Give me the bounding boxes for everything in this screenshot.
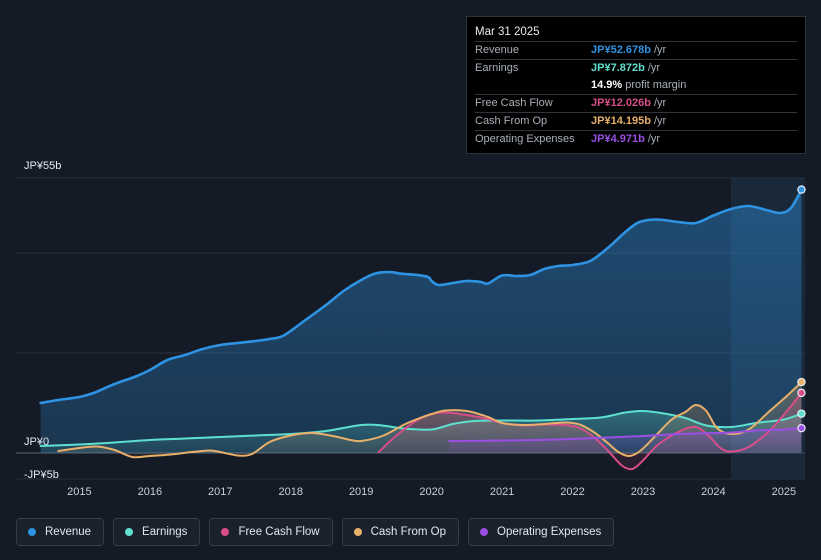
tooltip-unit: /yr xyxy=(653,44,667,56)
operating-expenses-line xyxy=(448,427,803,443)
legend-dot-icon xyxy=(353,528,362,536)
tooltip-label: Operating Expenses xyxy=(475,133,575,145)
tooltip-unit: /yr xyxy=(653,97,667,109)
tooltip-label: Free Cash Flow xyxy=(475,97,553,109)
legend-item-free-cash-flow[interactable]: Free Cash Flow xyxy=(209,518,333,546)
x-tick-label: 2020 xyxy=(419,486,443,498)
tooltip-row-free-cash-flow: Free Cash Flow JP¥12.026b /yr xyxy=(475,94,797,112)
tooltip-date: Mar 31 2025 xyxy=(475,26,540,38)
free-cash-flow-end-point xyxy=(797,388,806,398)
y-axis-label: JP¥55b xyxy=(24,160,61,172)
legend-item-revenue[interactable]: Revenue xyxy=(16,518,105,546)
legend-dot-icon xyxy=(125,528,134,536)
legend-label: Earnings xyxy=(142,526,188,538)
legend-item-cash-from-op[interactable]: Cash From Op xyxy=(341,518,460,546)
tooltip-value: JP¥7.872b xyxy=(591,62,645,74)
legend-dot-icon xyxy=(480,528,489,536)
legend-dot-icon xyxy=(221,528,230,536)
x-tick-label: 2017 xyxy=(208,486,232,498)
x-tick-label: 2021 xyxy=(490,486,514,498)
x-tick-label: 2025 xyxy=(772,486,796,498)
cash-from-op-end-point xyxy=(797,377,806,387)
tooltip-row-revenue: Revenue JP¥52.678b /yr xyxy=(475,41,797,59)
tooltip-label: Revenue xyxy=(475,44,520,56)
tooltip-unit: /yr xyxy=(647,62,661,74)
legend-label: Free Cash Flow xyxy=(238,526,320,538)
y-axis-label: JP¥0 xyxy=(24,436,49,448)
operating-expenses-end-point xyxy=(797,423,806,433)
legend-label: Revenue xyxy=(45,526,92,538)
free-cash-flow-line xyxy=(377,391,803,471)
data-tooltip: Mar 31 2025 Revenue JP¥52.678b /yr Earni… xyxy=(466,16,806,154)
cash-from-op-area xyxy=(58,382,802,458)
legend-dot-icon xyxy=(28,528,36,536)
legend-label: Cash From Op xyxy=(370,526,447,538)
legend-item-earnings[interactable]: Earnings xyxy=(113,518,201,546)
tooltip-unit: profit margin xyxy=(625,79,687,91)
revenue-line xyxy=(39,188,803,405)
tooltip-row-earnings: Earnings JP¥7.872b /yr xyxy=(475,59,797,77)
x-tick-label: 2023 xyxy=(631,486,655,498)
cash-from-op-line xyxy=(57,381,803,459)
y-axis-label: -JP¥5b xyxy=(24,469,59,481)
x-tick-label: 2024 xyxy=(701,486,725,498)
tooltip-row-operating-expenses: Operating Expenses JP¥4.971b /yr xyxy=(475,130,797,148)
x-tick-label: 2022 xyxy=(560,486,584,498)
tooltip-value: JP¥4.971b xyxy=(591,133,645,145)
x-tick-label: 2015 xyxy=(67,486,91,498)
tooltip-row-cash-from-op: Cash From Op JP¥14.195b /yr xyxy=(475,112,797,130)
x-tick-label: 2018 xyxy=(278,486,302,498)
legend-label: Operating Expenses xyxy=(497,526,602,538)
financials-chart: JP¥55b JP¥0 -JP¥5b 2015 2016 2017 2018 2019 2020… xyxy=(16,160,806,498)
tooltip-row-profit-margin: 14.9% profit margin xyxy=(475,77,797,94)
tooltip-unit: /yr xyxy=(647,133,661,145)
chart-legend: Revenue Earnings Free Cash Flow Cash Fro… xyxy=(16,518,615,546)
tooltip-value: JP¥52.678b xyxy=(591,44,651,56)
tooltip-value: 14.9% xyxy=(591,79,623,91)
revenue-area xyxy=(40,189,802,454)
x-tick-label: 2016 xyxy=(138,486,162,498)
x-tick-label: 2019 xyxy=(349,486,373,498)
tooltip-label: Earnings xyxy=(475,62,519,74)
tooltip-label xyxy=(475,77,591,94)
earnings-line xyxy=(39,409,803,447)
tooltip-value: JP¥12.026b xyxy=(591,97,651,109)
operating-expenses-area xyxy=(449,428,802,453)
tooltip-label: Cash From Op xyxy=(475,115,548,127)
tooltip-value: JP¥14.195b xyxy=(591,115,651,127)
earnings-end-point xyxy=(797,409,806,418)
tooltip-unit: /yr xyxy=(653,115,667,127)
revenue-end-point xyxy=(797,185,806,194)
legend-item-operating-expenses[interactable]: Operating Expenses xyxy=(468,518,615,546)
